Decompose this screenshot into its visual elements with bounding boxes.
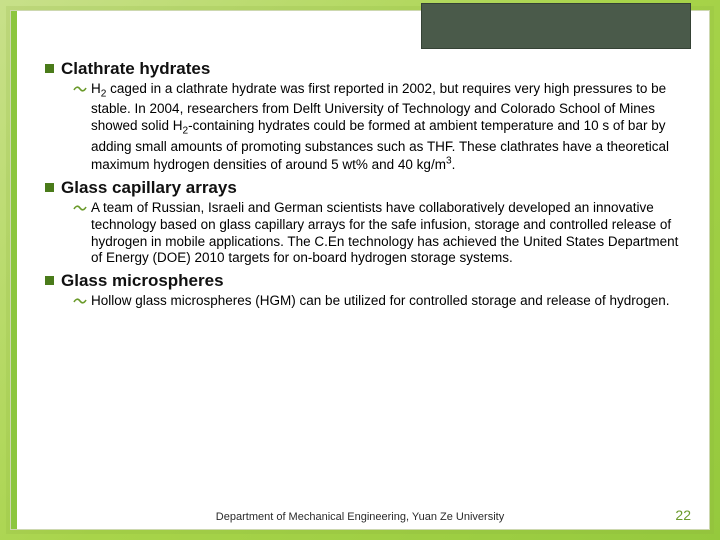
- section-heading: Glass microspheres: [45, 271, 687, 291]
- section-heading: Glass capillary arrays: [45, 178, 687, 198]
- page-number: 22: [675, 507, 691, 523]
- section-body-text: Hollow glass microspheres (HGM) can be u…: [91, 293, 670, 308]
- left-accent-bar: [11, 11, 17, 529]
- section-body-text: A team of Russian, Israeli and German sc…: [91, 200, 678, 266]
- section-body: Hollow glass microspheres (HGM) can be u…: [73, 293, 687, 310]
- swirl-icon: [73, 296, 87, 306]
- section-body: A team of Russian, Israeli and German sc…: [73, 200, 687, 268]
- footer-text: Department of Mechanical Engineering, Yu…: [11, 511, 709, 523]
- section-body: H2 caged in a clathrate hydrate was firs…: [73, 81, 687, 174]
- content-area: Clathrate hydrates H2 caged in a clathra…: [45, 55, 687, 499]
- swirl-icon: [73, 203, 87, 213]
- section-heading: Clathrate hydrates: [45, 59, 687, 79]
- section-body-text: H2 caged in a clathrate hydrate was firs…: [91, 81, 669, 172]
- title-placeholder-box: [421, 3, 691, 49]
- swirl-icon: [73, 84, 87, 94]
- slide: Clathrate hydrates H2 caged in a clathra…: [10, 10, 710, 530]
